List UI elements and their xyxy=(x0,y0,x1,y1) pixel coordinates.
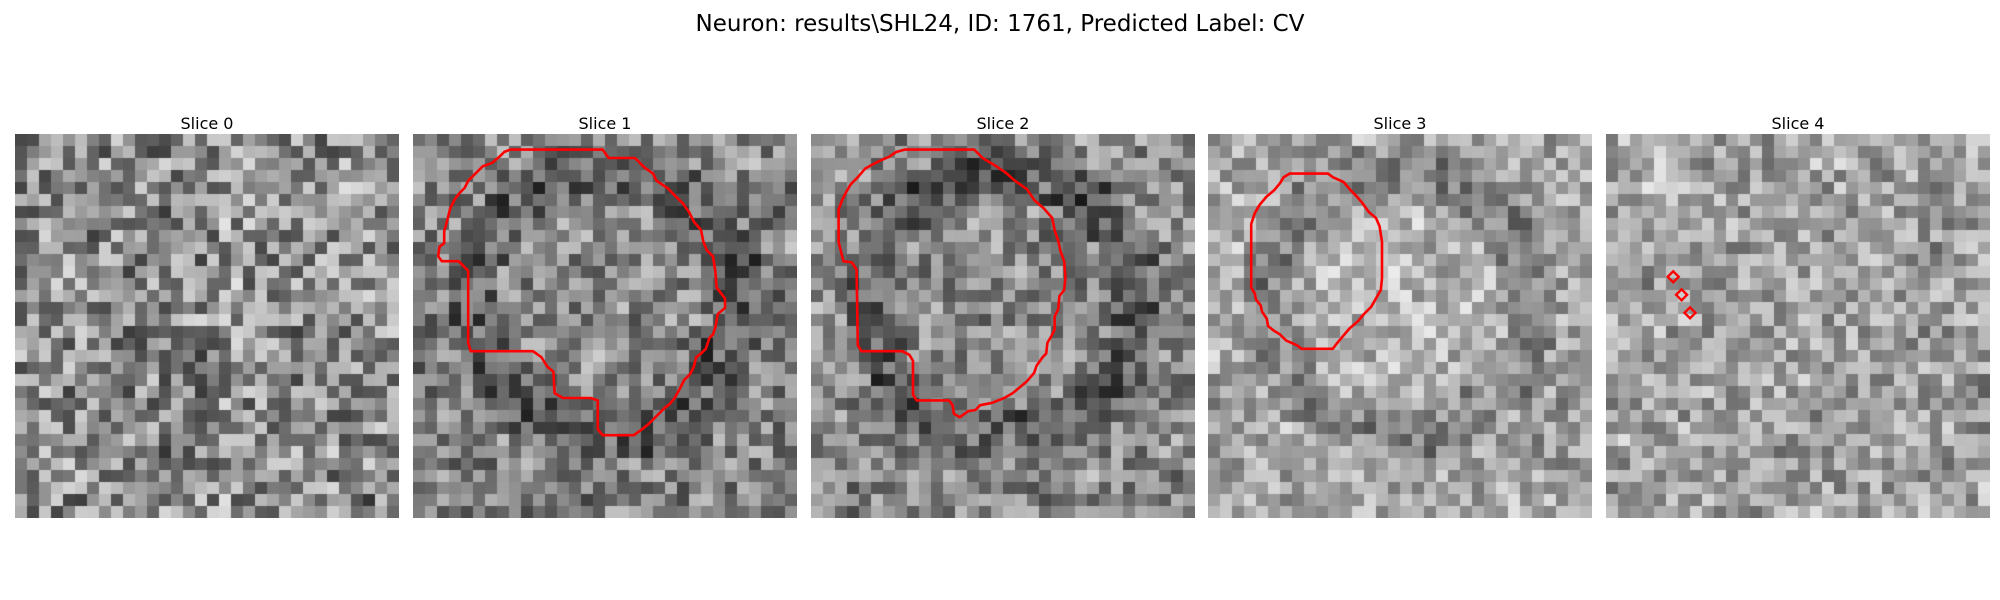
contour-overlay xyxy=(1666,269,1698,320)
slice-image xyxy=(413,134,797,518)
segmentation-contour xyxy=(837,148,1067,419)
segmentation-contour xyxy=(436,148,727,437)
slice-title: Slice 4 xyxy=(1771,114,1825,133)
contour-marker xyxy=(1674,287,1689,302)
contour-marker xyxy=(1682,305,1698,320)
contour-overlay xyxy=(1249,172,1384,351)
slice-title: Slice 3 xyxy=(1373,114,1427,133)
slice-panel-4: Slice 4 xyxy=(1606,114,1990,518)
contour-marker xyxy=(1666,269,1681,284)
contour-overlay xyxy=(436,148,727,437)
slice-title: Slice 1 xyxy=(578,114,632,133)
segmentation-contour xyxy=(1249,172,1384,351)
contour-overlay xyxy=(15,134,399,518)
slice-panel-1: Slice 1 xyxy=(413,114,797,518)
figure-title: Neuron: results\SHL24, ID: 1761, Predict… xyxy=(695,11,1305,37)
slice-panel-2: Slice 2 xyxy=(811,114,1195,518)
slice-panel-0: Slice 0 xyxy=(15,114,399,518)
slice-image xyxy=(1606,134,1990,518)
slice-title: Slice 2 xyxy=(976,114,1030,133)
contour-overlay xyxy=(837,148,1067,419)
slice-panel-3: Slice 3 xyxy=(1208,114,1592,518)
slice-image xyxy=(1208,134,1592,518)
slice-image xyxy=(811,134,1195,518)
slice-image xyxy=(15,134,399,518)
slice-title: Slice 0 xyxy=(180,114,234,133)
